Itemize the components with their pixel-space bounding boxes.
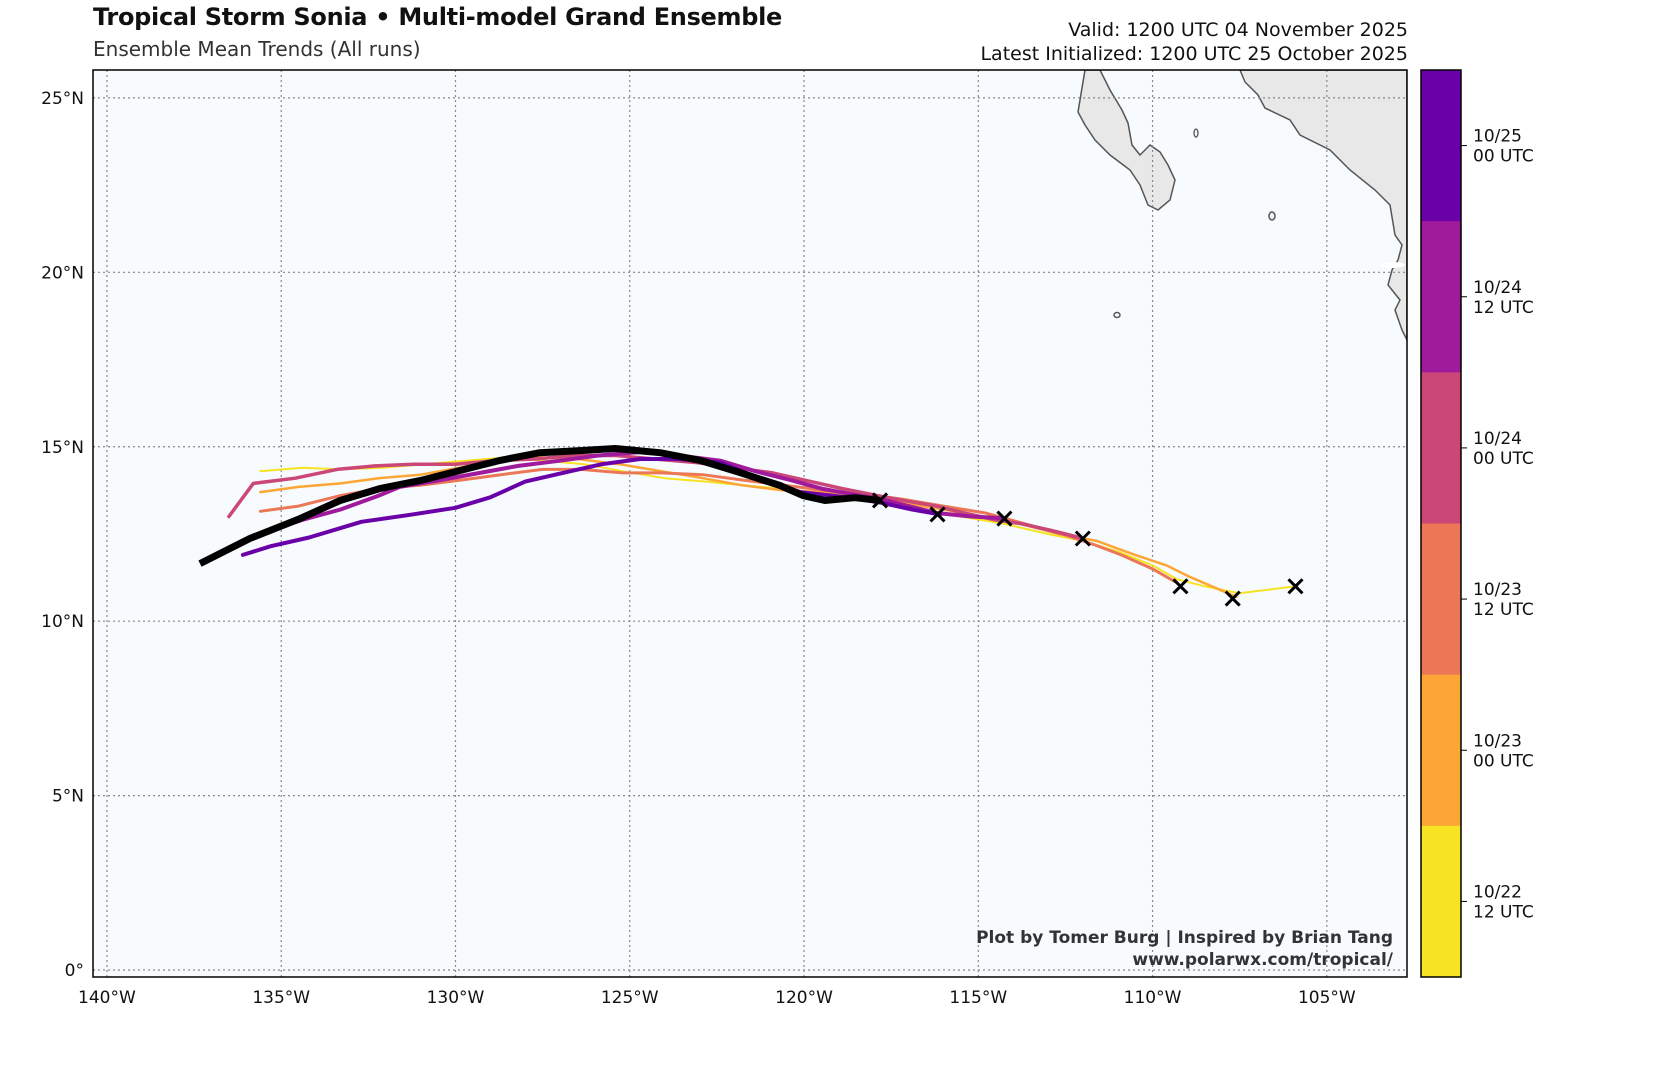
initial-position-markers bbox=[871, 492, 1304, 607]
gridlines bbox=[93, 70, 1407, 977]
land-layer bbox=[1077, 70, 1407, 341]
colorbar-frame bbox=[1420, 69, 1462, 978]
chart-subtitle: Ensemble Mean Trends (All runs) bbox=[93, 37, 421, 61]
initial-position-x-marker bbox=[1172, 578, 1189, 595]
island bbox=[1113, 311, 1121, 319]
y-tick-label: 25°N bbox=[41, 89, 84, 109]
x-tick-label: 110°W bbox=[1124, 988, 1182, 1008]
baja-peninsula bbox=[1077, 70, 1176, 211]
x-tick-label: 105°W bbox=[1298, 988, 1356, 1008]
x-tick-label: 120°W bbox=[775, 988, 833, 1008]
ensemble-tracks bbox=[198, 445, 1297, 599]
y-tick-label: 5°N bbox=[52, 787, 84, 807]
valid-time-block: Valid: 1200 UTC 04 November 2025 Latest … bbox=[980, 18, 1408, 66]
y-tick-label: 20°N bbox=[41, 263, 84, 283]
ocean-background bbox=[93, 70, 1407, 977]
initial-position-x-marker bbox=[1224, 590, 1241, 607]
y-axis-ticks: 0° 5°N 10°N 15°N 20°N 25°N bbox=[41, 89, 84, 981]
x-tick-label: 135°W bbox=[252, 988, 310, 1008]
mexico-mainland bbox=[1239, 70, 1407, 341]
colorbar-segment bbox=[1421, 221, 1461, 373]
initial-position-x-marker bbox=[871, 492, 889, 509]
ensemble-mean-track bbox=[198, 445, 881, 567]
map-frame bbox=[92, 69, 1408, 978]
x-tick-label: 115°W bbox=[949, 988, 1007, 1008]
initial-position-x-marker bbox=[996, 510, 1013, 527]
x-tick-label: 140°W bbox=[78, 988, 136, 1008]
y-tick-label: 15°N bbox=[41, 438, 84, 458]
colorbar-legend: 10/25 00 UTC 10/24 12 UTC 10/24 00 UTC 10/23 12… bbox=[1420, 69, 1534, 978]
colorbar-label: 10/22 12 UTC bbox=[1473, 882, 1534, 922]
colorbar-label: 10/24 00 UTC bbox=[1473, 429, 1534, 469]
colorbar-label: 10/25 00 UTC bbox=[1473, 127, 1534, 167]
x-tick-label: 130°W bbox=[427, 988, 485, 1008]
initial-position-x-marker bbox=[929, 506, 946, 523]
colorbar-label: 10/23 12 UTC bbox=[1473, 580, 1534, 620]
colorbar-label: 10/24 12 UTC bbox=[1473, 278, 1534, 318]
credit-line-1: Plot by Tomer Burg | Inspired by Brian T… bbox=[976, 928, 1393, 948]
valid-time: Valid: 1200 UTC 04 November 2025 bbox=[1068, 19, 1408, 41]
colorbar-segment bbox=[1421, 825, 1461, 978]
island bbox=[1193, 128, 1199, 138]
x-tick-label: 125°W bbox=[601, 988, 659, 1008]
colorbar-segment bbox=[1421, 70, 1461, 222]
initial-position-x-marker bbox=[1074, 530, 1091, 547]
chart-title: Tropical Storm Sonia • Multi-model Grand… bbox=[93, 3, 783, 31]
colorbar-segment bbox=[1421, 523, 1461, 676]
island bbox=[1268, 211, 1276, 221]
y-tick-label: 10°N bbox=[41, 612, 84, 632]
lake bbox=[1381, 262, 1405, 268]
credit-line-2: www.polarwx.com/tropical/ bbox=[1132, 950, 1393, 970]
initial-position-x-marker bbox=[1287, 578, 1304, 595]
colorbar-label: 10/23 00 UTC bbox=[1473, 731, 1534, 771]
colorbar-segment bbox=[1421, 674, 1461, 827]
init-time: Latest Initialized: 1200 UTC 25 October … bbox=[980, 43, 1408, 65]
y-tick-label: 0° bbox=[65, 961, 84, 981]
colorbar-segment bbox=[1421, 372, 1461, 524]
x-axis-ticks: 140°W 135°W 130°W 125°W 120°W 115°W 110°W 105°W bbox=[78, 988, 1356, 1008]
